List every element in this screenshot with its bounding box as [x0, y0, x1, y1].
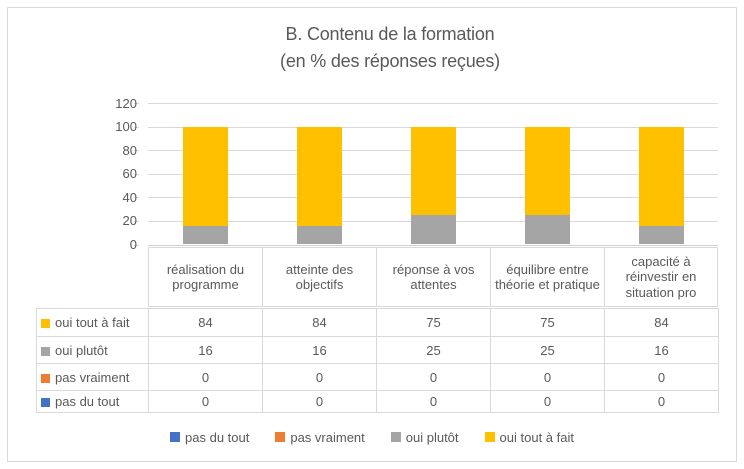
table-cell-value: 0 — [148, 390, 263, 413]
legend-label: oui plutôt — [405, 429, 459, 445]
legend-swatch-icon — [390, 432, 401, 442]
legend-key-icon — [41, 319, 50, 328]
legend: pas du tout pas vraiment oui plutôt oui tou… — [0, 428, 744, 446]
legend-key-icon — [41, 346, 50, 356]
table-cell-value: 16 — [262, 336, 377, 364]
chart-title-line-2: (en % des réponses reçues) — [280, 51, 500, 71]
table-cell-value: 0 — [604, 363, 719, 391]
table-row-pas-du-tout: pas du tout 0 0 0 0 0 — [36, 390, 719, 413]
table-cell-value: 16 — [604, 336, 719, 364]
table-cell-value: 0 — [490, 390, 605, 413]
table-cell-value: 25 — [490, 336, 605, 364]
table-cell-value: 84 — [148, 308, 263, 337]
legend-swatch-icon — [170, 432, 181, 442]
chart-title-line-1: B. Contenu de la formation — [285, 24, 495, 44]
table-cell-value: 0 — [262, 390, 377, 413]
legend-label: pas du tout — [185, 429, 250, 445]
legend-swatch-icon — [275, 432, 286, 442]
table-row-label: pas du tout — [36, 390, 149, 413]
table-cell-value: 16 — [148, 336, 263, 364]
legend-label: pas vraiment — [290, 429, 365, 445]
legend-key-icon — [41, 373, 50, 383]
chart-title: B. Contenu de la formation (en % des rép… — [36, 21, 744, 75]
data-table: oui tout à fait 84 84 75 75 84 oui plutôt 16 16 2… — [36, 308, 719, 413]
table-cell-value: 84 — [604, 308, 719, 337]
table-cell-value: 0 — [490, 363, 605, 391]
table-cell-value: 0 — [604, 390, 719, 413]
table-row-label: oui plutôt — [36, 336, 149, 364]
legend-swatch-icon — [484, 432, 495, 442]
legend-item-pas-vraiment: pas vraiment — [275, 429, 365, 445]
table-cell-value: 25 — [376, 336, 491, 364]
table-cell-value: 75 — [376, 308, 491, 337]
table-row-oui-tout-a-fait: oui tout à fait 84 84 75 75 84 — [36, 308, 719, 337]
table-cell-value: 0 — [262, 363, 377, 391]
legend-item-oui-tout-a-fait: oui tout à fait — [484, 429, 574, 445]
table-cell-value: 0 — [148, 363, 263, 391]
legend-label: oui tout à fait — [499, 429, 574, 445]
table-row-label: pas vraiment — [36, 363, 149, 391]
legend-item-oui-plutot: oui plutôt — [390, 429, 459, 445]
legend-key-icon — [41, 398, 50, 407]
table-cell-value: 0 — [376, 363, 491, 391]
table-row-pas-vraiment: pas vraiment 0 0 0 0 0 — [36, 363, 719, 391]
table-cell-value: 0 — [376, 390, 491, 413]
table-cell-value: 75 — [490, 308, 605, 337]
table-row-label: oui tout à fait — [36, 308, 149, 337]
table-row-oui-plutot: oui plutôt 16 16 25 25 16 — [36, 336, 719, 364]
legend-item-pas-du-tout: pas du tout — [170, 430, 249, 445]
table-cell-value: 84 — [262, 308, 377, 337]
